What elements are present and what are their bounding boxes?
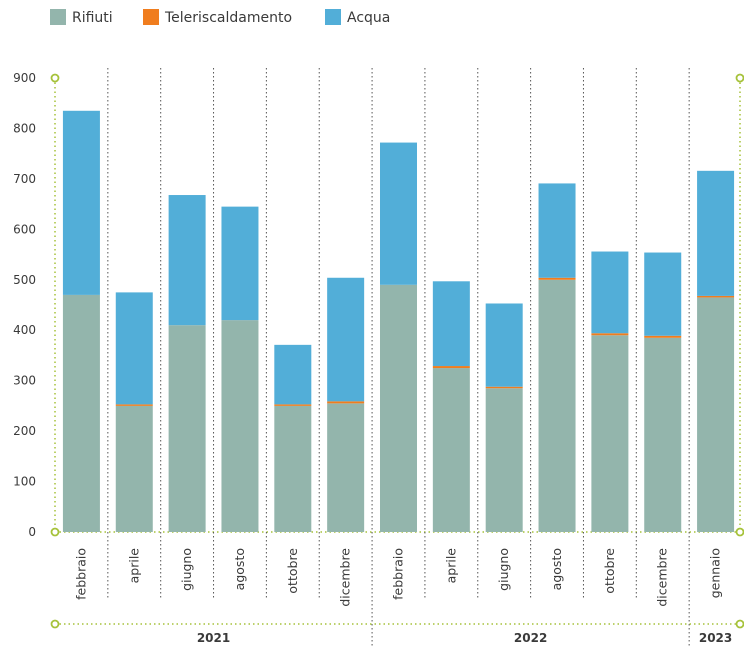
axis-end-marker-2 — [735, 73, 744, 83]
bar-rifiuti-8 — [485, 388, 523, 532]
bar-teleriscaldamento-1 — [115, 404, 153, 406]
bar-rifiuti-9 — [538, 279, 576, 532]
bars — [62, 110, 735, 532]
year-label-2: 2023 — [699, 631, 732, 645]
x-tick-label-0: febbraio — [73, 548, 88, 600]
bar-rifiuti-11 — [644, 337, 682, 532]
bar-rifiuti-2 — [168, 325, 206, 532]
legend-swatch-0 — [50, 9, 66, 25]
x-tick-label-11: dicembre — [655, 548, 670, 607]
bar-acqua-9 — [538, 183, 576, 278]
y-tick-label-7: 700 — [13, 172, 36, 186]
x-tick-label-8: giugno — [496, 548, 511, 591]
legend: Rifiuti Teleriscaldamento Acqua — [50, 9, 390, 26]
axis-end-marker-0 — [50, 73, 60, 83]
bar-rifiuti-5 — [327, 403, 365, 532]
bar-rifiuti-1 — [115, 405, 153, 532]
x-tick-label-6: febbraio — [391, 548, 406, 600]
bar-acqua-1 — [115, 292, 153, 405]
year-label-1: 2022 — [514, 631, 547, 645]
y-tick-label-1: 100 — [13, 475, 36, 489]
axis-end-marker-1 — [50, 527, 60, 537]
bar-acqua-0 — [62, 110, 100, 295]
year-axis-marker-left — [50, 619, 60, 629]
x-tick-label-9: agosto — [549, 548, 564, 590]
y-tick-label-6: 600 — [13, 222, 36, 236]
legend-label-0: Rifiuti — [72, 10, 113, 26]
x-tick-label-10: ottobre — [602, 548, 617, 594]
x-tick-label-1: aprile — [126, 548, 141, 584]
bar-teleriscaldamento-9 — [538, 277, 576, 280]
bar-acqua-2 — [168, 195, 206, 326]
bar-rifiuti-10 — [591, 335, 629, 532]
bar-rifiuti-6 — [380, 284, 417, 532]
bar-acqua-10 — [591, 251, 629, 334]
x-tick-label-7: aprile — [443, 548, 458, 584]
bar-teleriscaldamento-8 — [485, 386, 523, 389]
x-tick-label-5: dicembre — [338, 548, 353, 607]
legend-swatch-1 — [143, 9, 159, 25]
bar-acqua-5 — [327, 277, 365, 402]
y-tick-label-0: 0 — [28, 525, 36, 539]
year-axis-marker-right — [735, 619, 744, 629]
y-tick-label-4: 400 — [13, 323, 36, 337]
y-tick-label-3: 300 — [13, 374, 36, 388]
bar-acqua-6 — [380, 142, 417, 285]
bar-rifiuti-12 — [697, 297, 735, 532]
bar-acqua-3 — [221, 206, 259, 321]
y-tick-label-9: 900 — [13, 71, 36, 85]
axis-end-marker-3 — [735, 527, 744, 537]
legend-swatch-2 — [325, 9, 341, 25]
bar-teleriscaldamento-4 — [274, 404, 312, 406]
bar-acqua-7 — [432, 281, 470, 367]
bar-acqua-11 — [644, 252, 682, 336]
bar-rifiuti-7 — [432, 368, 470, 532]
bar-acqua-12 — [697, 170, 735, 296]
bar-acqua-4 — [274, 344, 312, 405]
y-tick-label-8: 800 — [13, 121, 36, 135]
x-tick-label-12: gennaio — [708, 548, 723, 598]
category-separators — [107, 68, 690, 648]
x-tick-label-4: ottobre — [285, 548, 300, 594]
bar-acqua-8 — [485, 303, 523, 387]
bar-teleriscaldamento-7 — [432, 366, 470, 369]
bar-rifiuti-0 — [62, 294, 100, 532]
bar-teleriscaldamento-10 — [591, 333, 629, 336]
legend-label-2: Acqua — [347, 10, 390, 26]
year-groups: 2021 2022 2023 — [50, 619, 744, 645]
x-axis: febbraio aprile giugno agosto ottobre dicembr… — [73, 548, 722, 607]
y-tick-label-2: 200 — [13, 424, 36, 438]
bar-rifiuti-4 — [274, 405, 312, 532]
bar-teleriscaldamento-5 — [327, 401, 365, 404]
legend-label-1: Teleriscaldamento — [164, 10, 292, 26]
x-tick-label-2: giugno — [179, 548, 194, 591]
year-label-0: 2021 — [197, 631, 230, 645]
x-tick-label-3: agosto — [232, 548, 247, 590]
bar-teleriscaldamento-11 — [644, 335, 682, 338]
bar-rifiuti-3 — [221, 320, 259, 532]
bar-teleriscaldamento-12 — [697, 295, 735, 298]
y-tick-label-5: 500 — [13, 273, 36, 287]
